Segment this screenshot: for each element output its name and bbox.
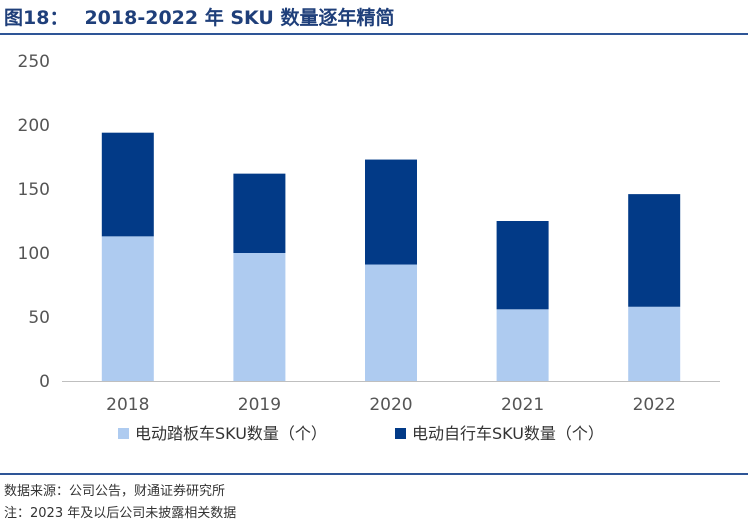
bar-electric-bicycle <box>233 173 286 253</box>
bar-electric-scooter <box>628 306 681 381</box>
title-divider <box>0 33 748 35</box>
x-tick-label: 2019 <box>238 395 281 415</box>
stacked-bar-chart: 0 50 100 150 200 250 2018 2019 2020 2021 2022 电动踏板车… <box>18 52 720 443</box>
bar-electric-scooter <box>496 309 549 381</box>
legend-label: 电动自行车SKU数量（个） <box>412 424 604 443</box>
y-tick-label: 100 <box>18 244 50 264</box>
bar-electric-scooter <box>101 236 154 381</box>
bar-electric-bicycle <box>101 132 154 237</box>
footer-divider <box>0 473 748 475</box>
bar-electric-scooter <box>233 253 286 381</box>
footnote: 注：2023 年及以后公司未披露相关数据 <box>4 506 237 521</box>
x-tick-label: 2020 <box>369 395 412 415</box>
figure-title: 图18： 2018-2022 年 SKU 数量逐年精简 <box>4 3 394 30</box>
x-tick-label: 2022 <box>633 395 676 415</box>
legend-swatch <box>395 428 406 439</box>
source-note: 数据来源：公司公告，财通证券研究所 <box>4 484 226 499</box>
x-tick-label: 2018 <box>106 395 149 415</box>
bar-electric-scooter <box>365 264 417 381</box>
y-tick-label: 0 <box>39 372 50 392</box>
bar-electric-bicycle <box>365 159 417 265</box>
figure-title-text: 2018-2022 年 SKU 数量逐年精简 <box>84 7 395 29</box>
legend-swatch <box>118 428 129 439</box>
y-tick-label: 250 <box>18 52 50 72</box>
bar-electric-bicycle <box>628 194 681 307</box>
figure-label: 图18： <box>4 7 69 29</box>
y-tick-label: 200 <box>18 116 50 136</box>
y-tick-label: 150 <box>18 180 50 200</box>
bar-electric-bicycle <box>496 221 549 310</box>
legend-label: 电动踏板车SKU数量（个） <box>135 424 327 443</box>
x-tick-label: 2021 <box>501 395 544 415</box>
y-tick-label: 50 <box>28 308 50 328</box>
